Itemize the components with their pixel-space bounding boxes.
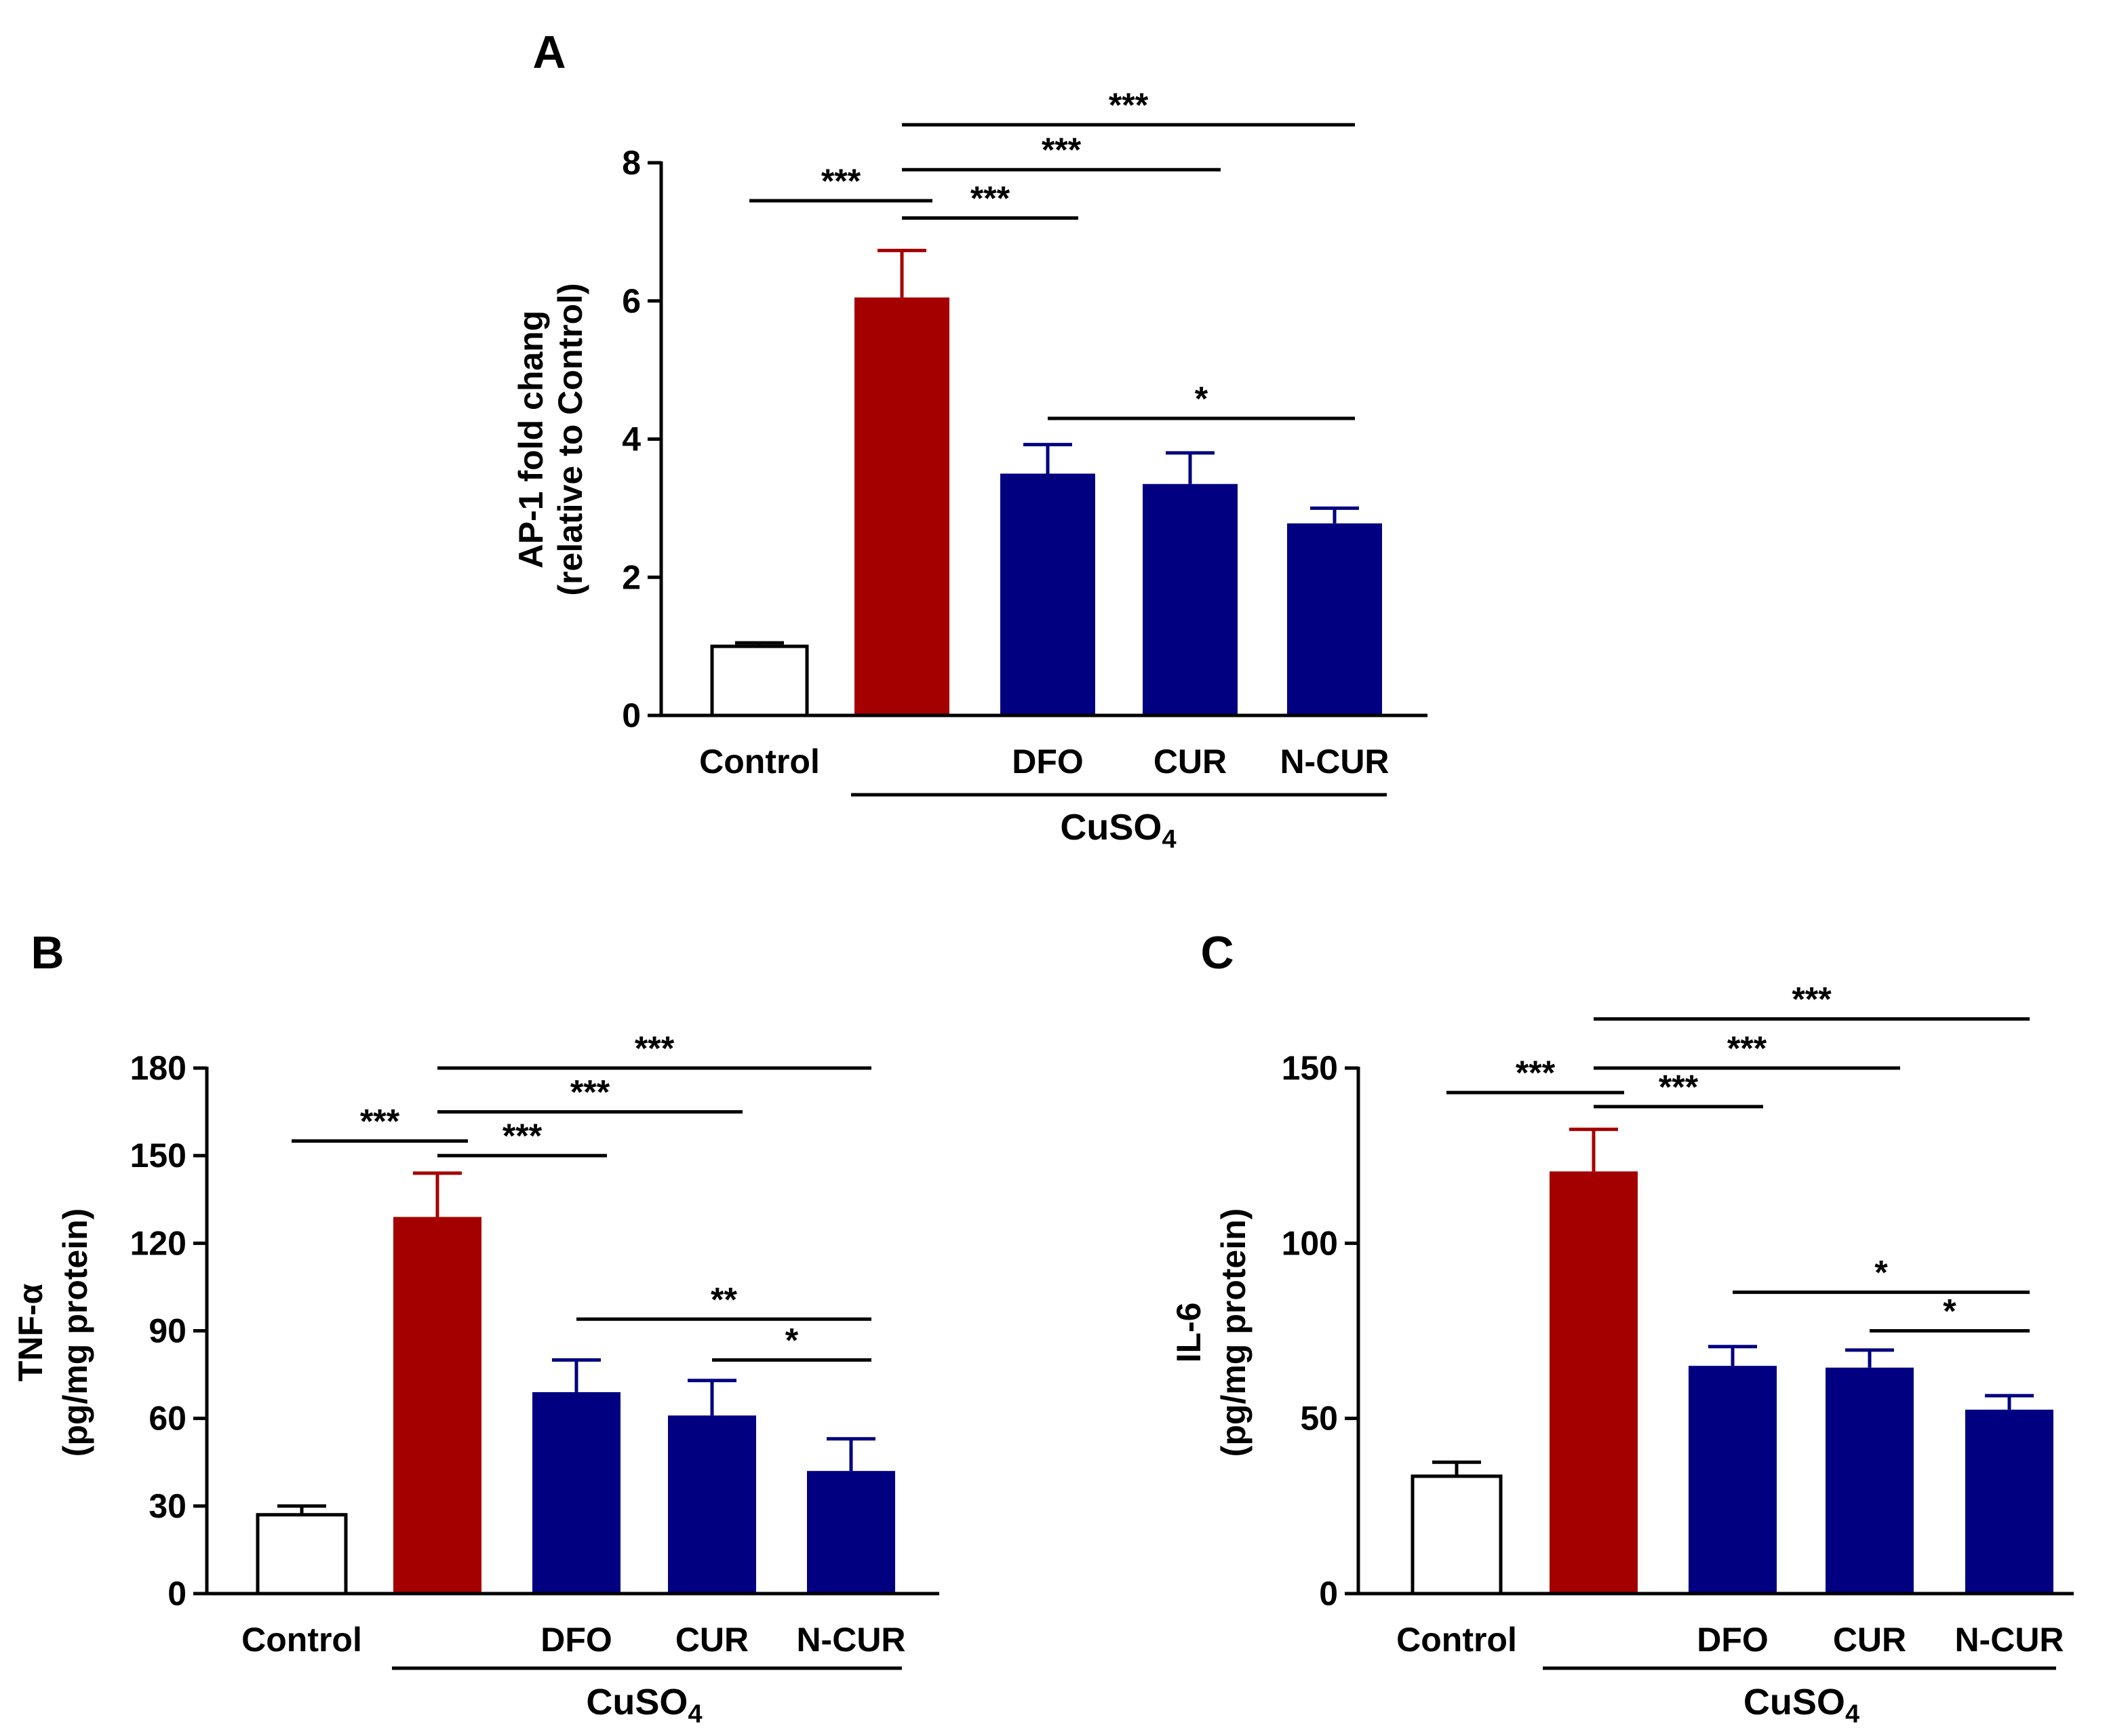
x-tick-label: CUR bbox=[1154, 743, 1227, 781]
bar-dfo bbox=[532, 1392, 620, 1594]
y-tick-label: 4 bbox=[622, 420, 641, 458]
y-axis-label: IL-6 bbox=[1170, 1303, 1208, 1363]
bar-control bbox=[256, 1513, 348, 1596]
y-tick-label: 30 bbox=[149, 1487, 186, 1525]
panel-b-letter: B bbox=[31, 927, 64, 979]
panel-c-chart: C IL-6 (pg/mg protein) 0 50 100 150 Control DFO C… bbox=[1170, 927, 2074, 1729]
x-tick-label: DFO bbox=[540, 1621, 612, 1659]
significance-label: *** bbox=[1727, 1029, 1767, 1067]
bar-cuso4 bbox=[854, 297, 949, 715]
y-axis-label: AP-1 fold chang bbox=[512, 311, 550, 569]
significance-label: *** bbox=[360, 1103, 400, 1141]
group-label: CuSO4 bbox=[1743, 1682, 1859, 1729]
significance-label: *** bbox=[1792, 981, 1832, 1019]
significance-label: *** bbox=[635, 1029, 675, 1067]
significance-label: *** bbox=[1516, 1054, 1556, 1092]
x-tick-label: CUR bbox=[1833, 1621, 1906, 1659]
significance-label: * bbox=[1943, 1293, 1956, 1330]
x-tick-label: Control bbox=[699, 743, 820, 781]
bar-n-cur bbox=[1965, 1409, 2053, 1594]
y-tick-label: 0 bbox=[1319, 1575, 1338, 1613]
x-tick-label: N-CUR bbox=[1954, 1621, 2064, 1659]
y-tick-label: 180 bbox=[130, 1049, 186, 1087]
x-tick-label: Control bbox=[1396, 1621, 1517, 1659]
significance-label: * bbox=[1195, 380, 1208, 418]
y-tick-label: 8 bbox=[622, 144, 641, 182]
significance-label: *** bbox=[502, 1117, 543, 1155]
significance-label: *** bbox=[1042, 131, 1082, 169]
y-tick-label: 60 bbox=[149, 1400, 186, 1438]
bar-n-cur bbox=[807, 1471, 895, 1594]
y-tick-label: 100 bbox=[1282, 1224, 1338, 1262]
bar-control bbox=[710, 644, 809, 717]
y-axis-label: TNF-α bbox=[12, 1283, 50, 1381]
bar-cuso4 bbox=[1550, 1171, 1638, 1594]
x-tick-label: DFO bbox=[1012, 743, 1084, 781]
y-tick-label: 0 bbox=[622, 696, 641, 734]
bar-cur bbox=[668, 1415, 756, 1594]
x-tick-label: N-CUR bbox=[1280, 743, 1389, 781]
significance-label: *** bbox=[821, 162, 861, 200]
panel-a-chart: A AP-1 fold chang (relative to Control) 0 2 4… bbox=[512, 26, 1427, 854]
x-tick-label: DFO bbox=[1697, 1621, 1769, 1659]
y-tick-label: 120 bbox=[130, 1224, 186, 1262]
bar-cur bbox=[1826, 1367, 1914, 1594]
significance-label: *** bbox=[1659, 1068, 1699, 1106]
significance-label: * bbox=[785, 1322, 799, 1360]
y-tick-label: 2 bbox=[622, 558, 641, 596]
group-label: CuSO4 bbox=[1060, 807, 1176, 854]
y-tick-label: 90 bbox=[149, 1312, 186, 1350]
significance-label: ** bbox=[711, 1280, 737, 1318]
bar-dfo bbox=[1689, 1366, 1777, 1594]
x-tick-label: N-CUR bbox=[796, 1621, 905, 1659]
x-tick-label: CUR bbox=[675, 1621, 749, 1659]
bar-n-cur bbox=[1287, 523, 1382, 715]
panel-c-letter: C bbox=[1200, 927, 1234, 979]
y-tick-label: 50 bbox=[1300, 1400, 1338, 1438]
bar-control bbox=[1411, 1474, 1503, 1596]
bar-cur bbox=[1143, 484, 1238, 715]
bar-cuso4 bbox=[393, 1217, 481, 1594]
y-axis-label-units: (pg/mg protein) bbox=[56, 1208, 94, 1457]
panel-a-letter: A bbox=[532, 26, 566, 78]
y-tick-label: 6 bbox=[622, 282, 641, 320]
bar-dfo bbox=[1000, 473, 1095, 715]
y-tick-label: 150 bbox=[130, 1137, 186, 1175]
y-axis-label-units: (pg/mg protein) bbox=[1215, 1208, 1253, 1457]
significance-label: * bbox=[1874, 1254, 1888, 1292]
group-label: CuSO4 bbox=[586, 1682, 702, 1729]
significance-label: *** bbox=[970, 180, 1010, 218]
y-axis-label-units: (relative to Control) bbox=[551, 283, 589, 595]
panel-b-chart: B TNF-α (pg/mg protein) 0 30 60 90 120 150 180 Con… bbox=[12, 927, 939, 1729]
y-tick-label: 0 bbox=[167, 1575, 186, 1613]
y-tick-label: 150 bbox=[1282, 1049, 1338, 1087]
significance-label: *** bbox=[570, 1073, 610, 1111]
x-tick-label: Control bbox=[241, 1621, 362, 1659]
significance-label: *** bbox=[1109, 86, 1149, 124]
